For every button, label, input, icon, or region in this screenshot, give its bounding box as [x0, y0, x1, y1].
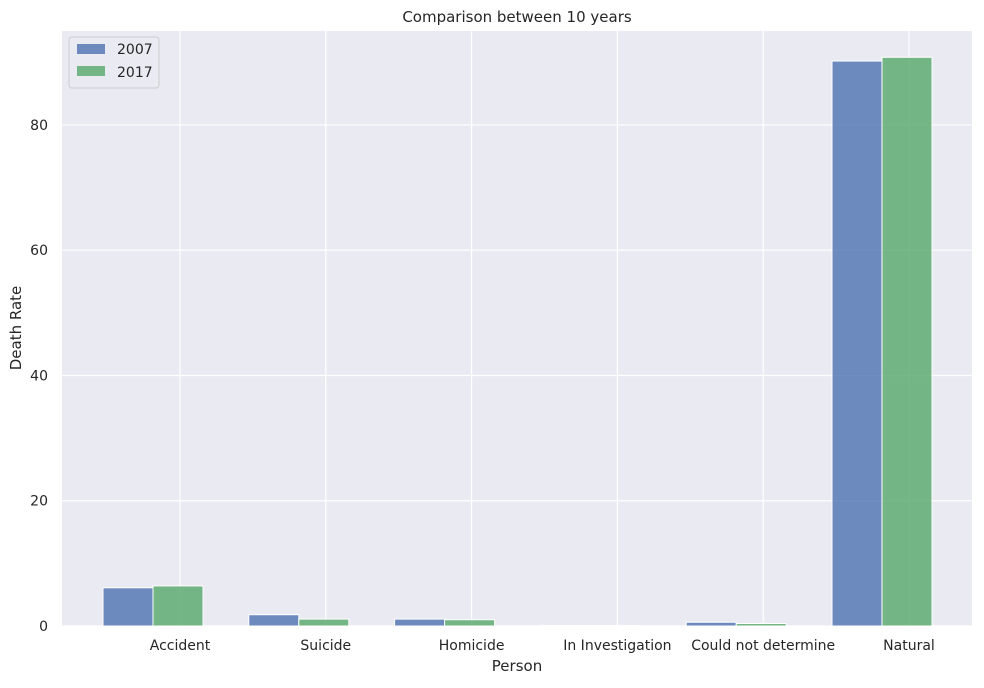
y-tick-label: 40: [30, 368, 48, 384]
bar-2017-homicide: [444, 619, 496, 627]
x-tick-label: Accident: [150, 638, 211, 654]
x-tick-label: Suicide: [300, 638, 351, 654]
x-axis-label: Person: [492, 657, 542, 675]
bar-2007-homicide: [394, 618, 446, 627]
tick-labels: 0 20 40 60 80 Accident Suicide Homicide In Inves…: [30, 118, 935, 654]
y-tick-label: 80: [30, 118, 48, 134]
bar-2007-in-investigation: [539, 624, 591, 627]
legend: 2007 2017: [68, 36, 160, 89]
bar-2017-natural: [881, 56, 933, 627]
legend-swatch-2007: [77, 44, 105, 54]
x-tick-label: Homicide: [439, 638, 505, 654]
bar-2007-natural: [831, 60, 883, 627]
legend-label-2017: 2017: [117, 65, 153, 81]
x-tick-label: Natural: [883, 638, 935, 654]
bar-2017-suicide: [298, 618, 350, 627]
chart-title: Comparison between 10 years: [402, 8, 632, 26]
bar-2007-could-not-determine: [685, 621, 737, 627]
bar-2007-suicide: [248, 614, 300, 627]
bars: [102, 56, 933, 627]
y-tick-label: 0: [39, 619, 48, 635]
x-tick-label: In Investigation: [563, 638, 671, 654]
y-tick-label: 20: [30, 494, 48, 510]
bar-2017-in-investigation: [589, 624, 641, 627]
plot-background: [62, 31, 972, 626]
y-tick-label: 60: [30, 243, 48, 259]
bar-2007-accident: [102, 587, 154, 627]
bar-2017-accident: [152, 585, 204, 627]
y-axis-label: Death Rate: [7, 286, 25, 371]
legend-swatch-2017: [77, 66, 105, 76]
legend-label-2007: 2007: [117, 42, 153, 58]
x-tick-label: Could not determine: [691, 638, 835, 654]
bar-2017-could-not-determine: [735, 622, 787, 627]
